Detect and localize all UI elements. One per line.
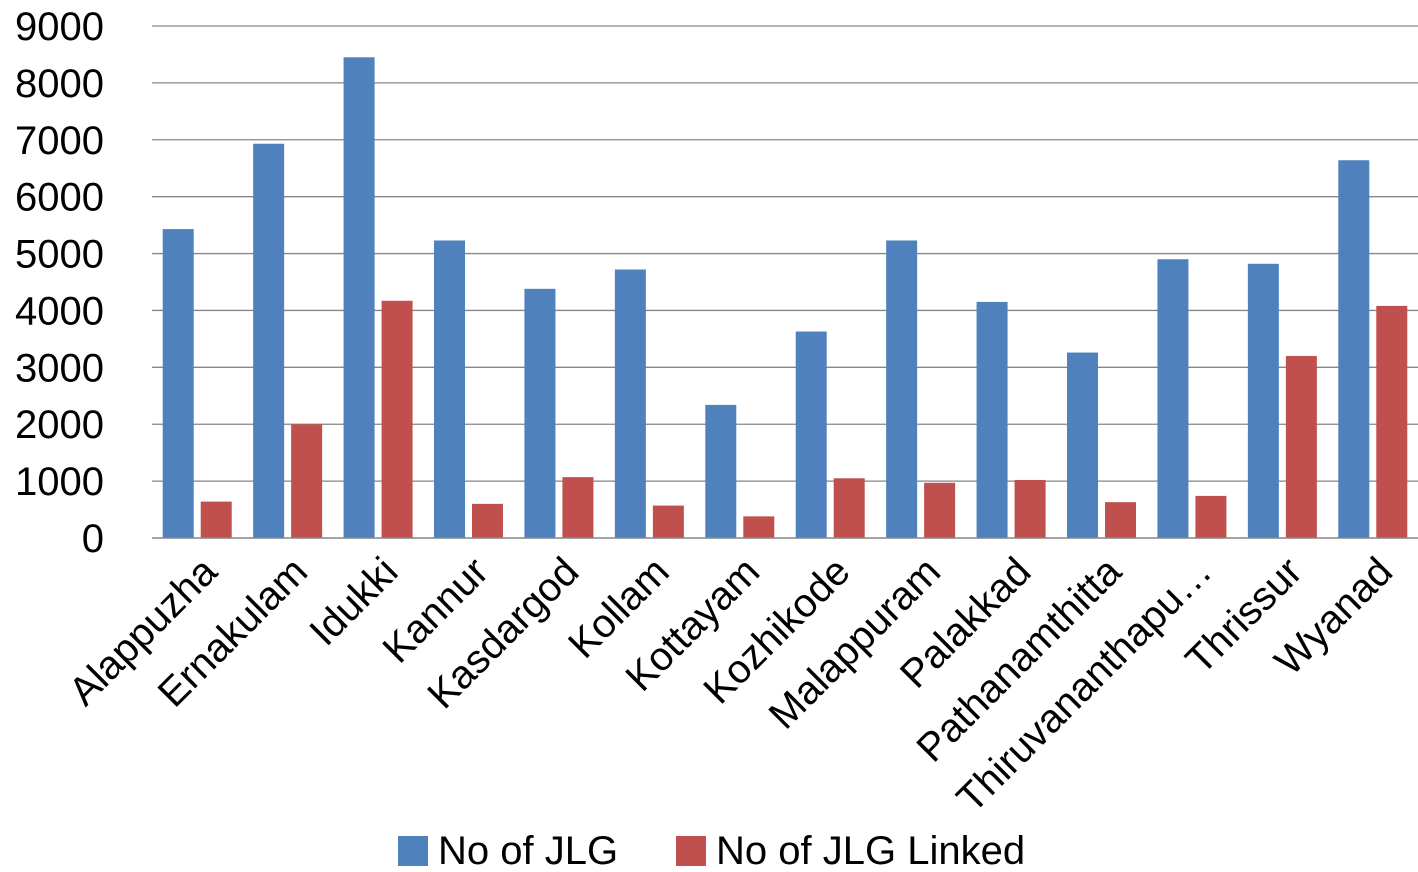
bar-jlg-linked-thiruvananthapu — [1195, 495, 1227, 538]
bars — [162, 57, 1408, 539]
bar-jlg-ernakulam — [253, 143, 285, 538]
y-tick-label: 2000 — [15, 403, 104, 447]
y-tick-label: 4000 — [15, 289, 104, 333]
bar-jlg-idukki — [343, 57, 375, 539]
y-tick-label: 9000 — [15, 5, 104, 49]
bar-jlg-palakkad — [976, 301, 1008, 538]
bar-jlg-linked-thrissur — [1285, 355, 1317, 538]
bar-jlg-kozhikode — [795, 331, 827, 538]
bar-jlg-linked-kannur — [472, 503, 503, 538]
bar-jlg-thiruvananthapu — [1157, 259, 1189, 538]
bar-jlg-linked-malappuram — [924, 482, 956, 538]
bar-jlg-kannur — [434, 240, 465, 538]
y-tick-label: 1000 — [15, 460, 104, 504]
bar-jlg-linked-kottayam — [743, 516, 775, 538]
bar-jlg-alappuzha — [162, 229, 194, 539]
y-tick-label: 7000 — [15, 119, 104, 163]
bar-jlg-linked-alappuzha — [200, 501, 232, 538]
bar-jlg-linked-kasdargod — [562, 477, 594, 538]
legend-swatch-jlg — [398, 836, 428, 866]
bar-jlg-linked-palakkad — [1014, 479, 1046, 538]
y-axis-tick-labels: 0 1000 2000 3000 4000 5000 6000 7000 8000 9000 — [15, 5, 104, 561]
legend-label-jlg: No of JLG — [438, 829, 618, 872]
bar-jlg-wyanad — [1338, 160, 1370, 538]
y-tick-label: 3000 — [15, 346, 104, 390]
legend: No of JLG No of JLG Linked — [398, 829, 1025, 872]
legend-label-jlg-linked: No of JLG Linked — [716, 829, 1025, 872]
x-axis-category-labels: AlappuzhaErnakulamIdukkiKannurKasdargodK… — [61, 549, 1401, 821]
bar-jlg-kasdargod — [524, 288, 556, 538]
bar-jlg-linked-pathanamthitta — [1105, 502, 1136, 538]
bar-jlg-linked-idukki — [381, 300, 413, 538]
bar-jlg-kollam — [614, 269, 646, 538]
y-tick-label: 8000 — [15, 62, 104, 106]
bar-jlg-thrissur — [1247, 263, 1279, 538]
bar-jlg-linked-kollam — [652, 505, 684, 538]
y-tick-label: 6000 — [15, 176, 104, 220]
bar-jlg-linked-ernakulam — [291, 424, 323, 538]
bar-jlg-kottayam — [705, 404, 737, 538]
y-tick-label: 5000 — [15, 233, 104, 277]
bar-jlg-linked-wyanad — [1376, 305, 1408, 538]
y-tick-label: 0 — [82, 517, 104, 561]
gridlines — [152, 25, 1418, 482]
legend-swatch-jlg-linked — [676, 836, 706, 866]
bar-jlg-linked-kozhikode — [833, 478, 865, 538]
bar-jlg-pathanamthitta — [1067, 352, 1098, 538]
bar-jlg-malappuram — [886, 240, 918, 538]
